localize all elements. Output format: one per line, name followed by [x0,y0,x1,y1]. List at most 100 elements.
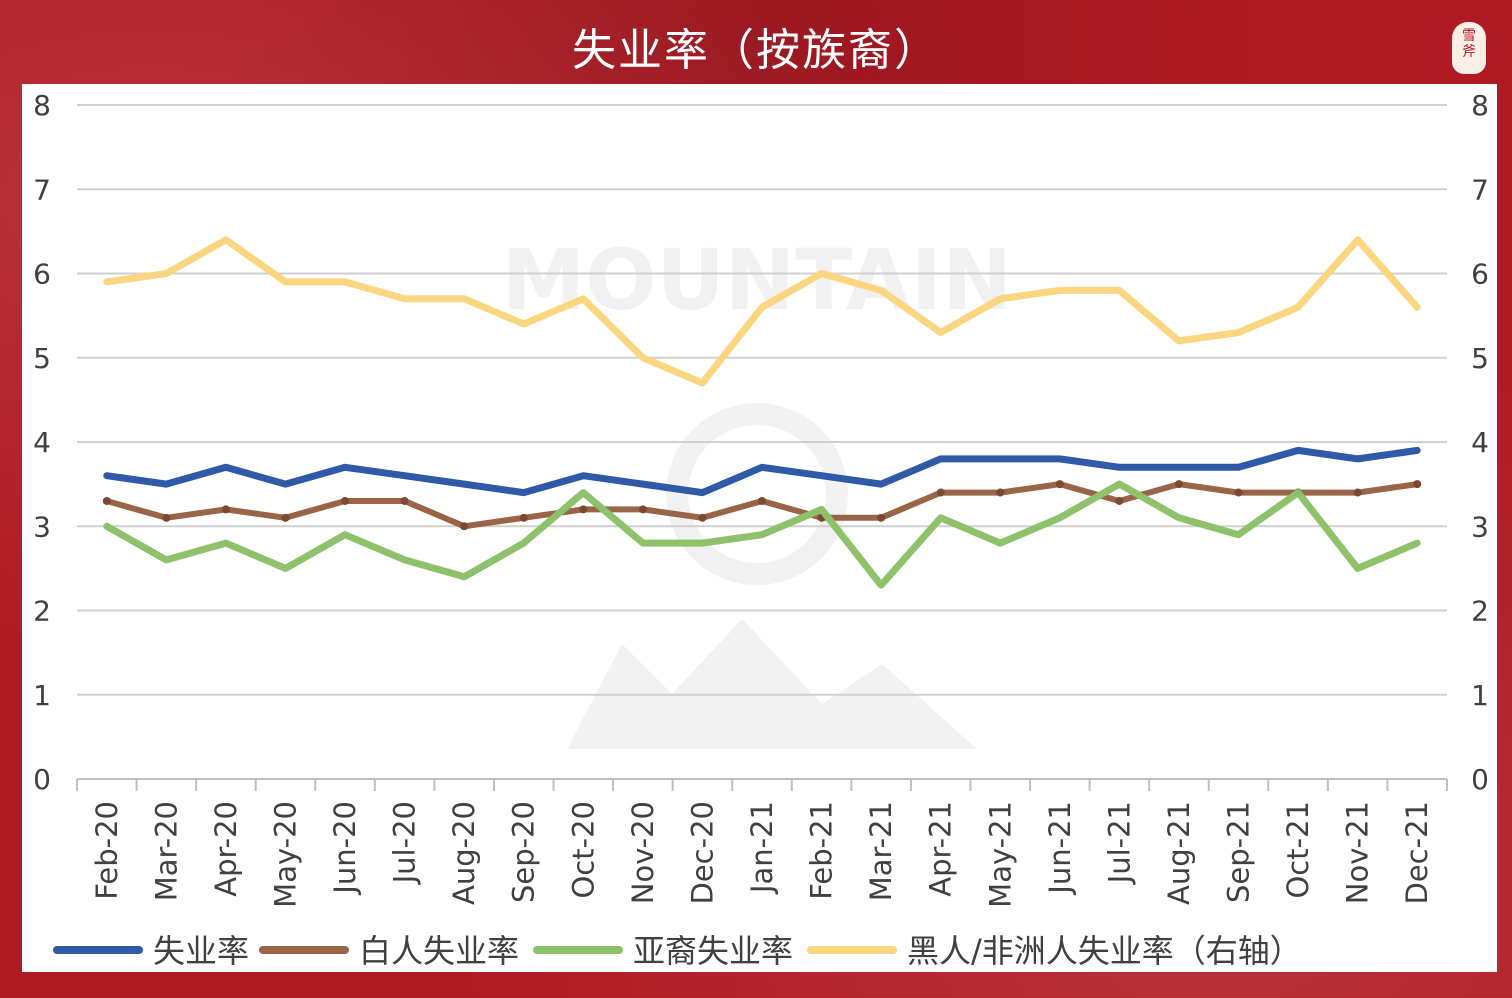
x-tick-label: Oct-20 [566,801,600,899]
y-right-tick-label: 1 [1471,679,1489,712]
data-point [1115,496,1124,505]
data-point [1176,464,1182,470]
legend-label: 失业率 [153,932,249,970]
data-point [1174,480,1183,489]
x-tick-label: Jul-21 [1102,801,1136,885]
legend-label: 亚裔失业率 [633,932,793,970]
data-point [1236,464,1242,470]
x-tick-label: Aug-20 [447,801,481,905]
data-point [223,540,229,546]
y-left-tick-label: 3 [33,510,51,543]
data-point [759,304,765,310]
data-point [104,523,110,529]
data-point [878,287,884,293]
data-point [1116,287,1122,293]
data-point [162,513,171,522]
data-point [1236,329,1242,335]
x-tick-label: Mar-20 [149,801,183,901]
x-tick-label: Jan-21 [745,801,779,895]
data-point [104,473,110,479]
data-point [1057,287,1063,293]
data-point [997,540,1003,546]
y-left-tick-label: 5 [33,342,51,375]
x-tick-label: Feb-20 [90,801,124,900]
brand-seal-icon: 雪斧 [1452,22,1486,74]
x-tick-label: Nov-20 [626,801,660,904]
data-point [819,271,825,276]
x-tick-label: Dec-20 [685,801,719,904]
data-point [1295,490,1301,496]
data-point [282,279,288,285]
series-line-1 [103,481,1421,530]
y-axis-left-labels: 0 1 2 3 4 5 6 7 8 [33,89,51,796]
y-left-tick-label: 6 [33,258,51,291]
x-tick-label: Feb-21 [805,801,839,900]
data-point [460,522,469,531]
data-point [640,540,646,546]
data-point [1234,488,1243,497]
data-point [461,481,467,487]
data-point [699,540,705,546]
y-axis-right-labels: 0 1 2 3 4 5 6 7 8 [1471,89,1489,796]
data-point [699,490,705,496]
grid-lines [77,104,1447,696]
data-point [938,515,944,521]
y-left-tick-label: 4 [33,426,51,459]
data-point [759,464,765,470]
legend-label: 白人失业率 [359,932,519,970]
data-point [1355,456,1361,462]
data-point [282,481,288,487]
legend: 失业率 白人失业率 亚裔失业率 黑人/非洲人失业率（右轴） [53,932,1302,970]
data-point [877,513,886,522]
y-left-tick-label: 1 [33,679,51,712]
y-left-tick-label: 0 [33,763,51,796]
x-tick-label: Aug-21 [1162,801,1196,905]
y-left-tick-label: 7 [33,173,51,206]
data-point [938,456,944,462]
data-point [640,355,646,361]
y-right-tick-label: 5 [1471,342,1489,375]
data-point [1414,304,1420,310]
data-point [1295,304,1301,310]
x-tick-label: May-20 [268,801,302,908]
data-point [1176,515,1182,521]
data-point [1355,565,1361,571]
data-point [1413,480,1422,489]
data-point [1236,532,1242,538]
x-tick-label: Apr-21 [924,801,958,897]
data-point [461,296,467,302]
data-point [580,296,586,302]
y-right-tick-label: 0 [1471,763,1489,796]
data-point [580,490,586,496]
data-point [402,296,408,302]
data-point [342,464,348,470]
data-point [1116,481,1122,487]
data-point [878,582,884,588]
data-point [223,464,229,470]
x-tick-label: Sep-20 [507,801,541,903]
x-tick-label: Jul-20 [388,801,422,885]
y-right-tick-label: 4 [1471,426,1489,459]
x-tick-label: Oct-21 [1281,801,1315,899]
y-left-tick-label: 2 [33,595,51,628]
data-point [579,505,588,514]
y-right-tick-label: 7 [1471,173,1489,206]
data-point [521,540,527,546]
data-point [1414,447,1420,453]
data-point [1116,464,1122,470]
data-point [163,481,169,487]
legend-label: 黑人/非洲人失业率（右轴） [907,932,1302,970]
data-point [402,473,408,479]
data-point [1057,515,1063,521]
data-point [282,565,288,571]
data-point [341,496,350,505]
chart-title: 失业率（按族裔） [572,25,940,76]
data-point [102,496,111,505]
data-point [163,271,169,276]
data-point [342,279,348,285]
data-point [638,505,647,514]
data-point [1295,447,1301,453]
data-point [819,473,825,479]
